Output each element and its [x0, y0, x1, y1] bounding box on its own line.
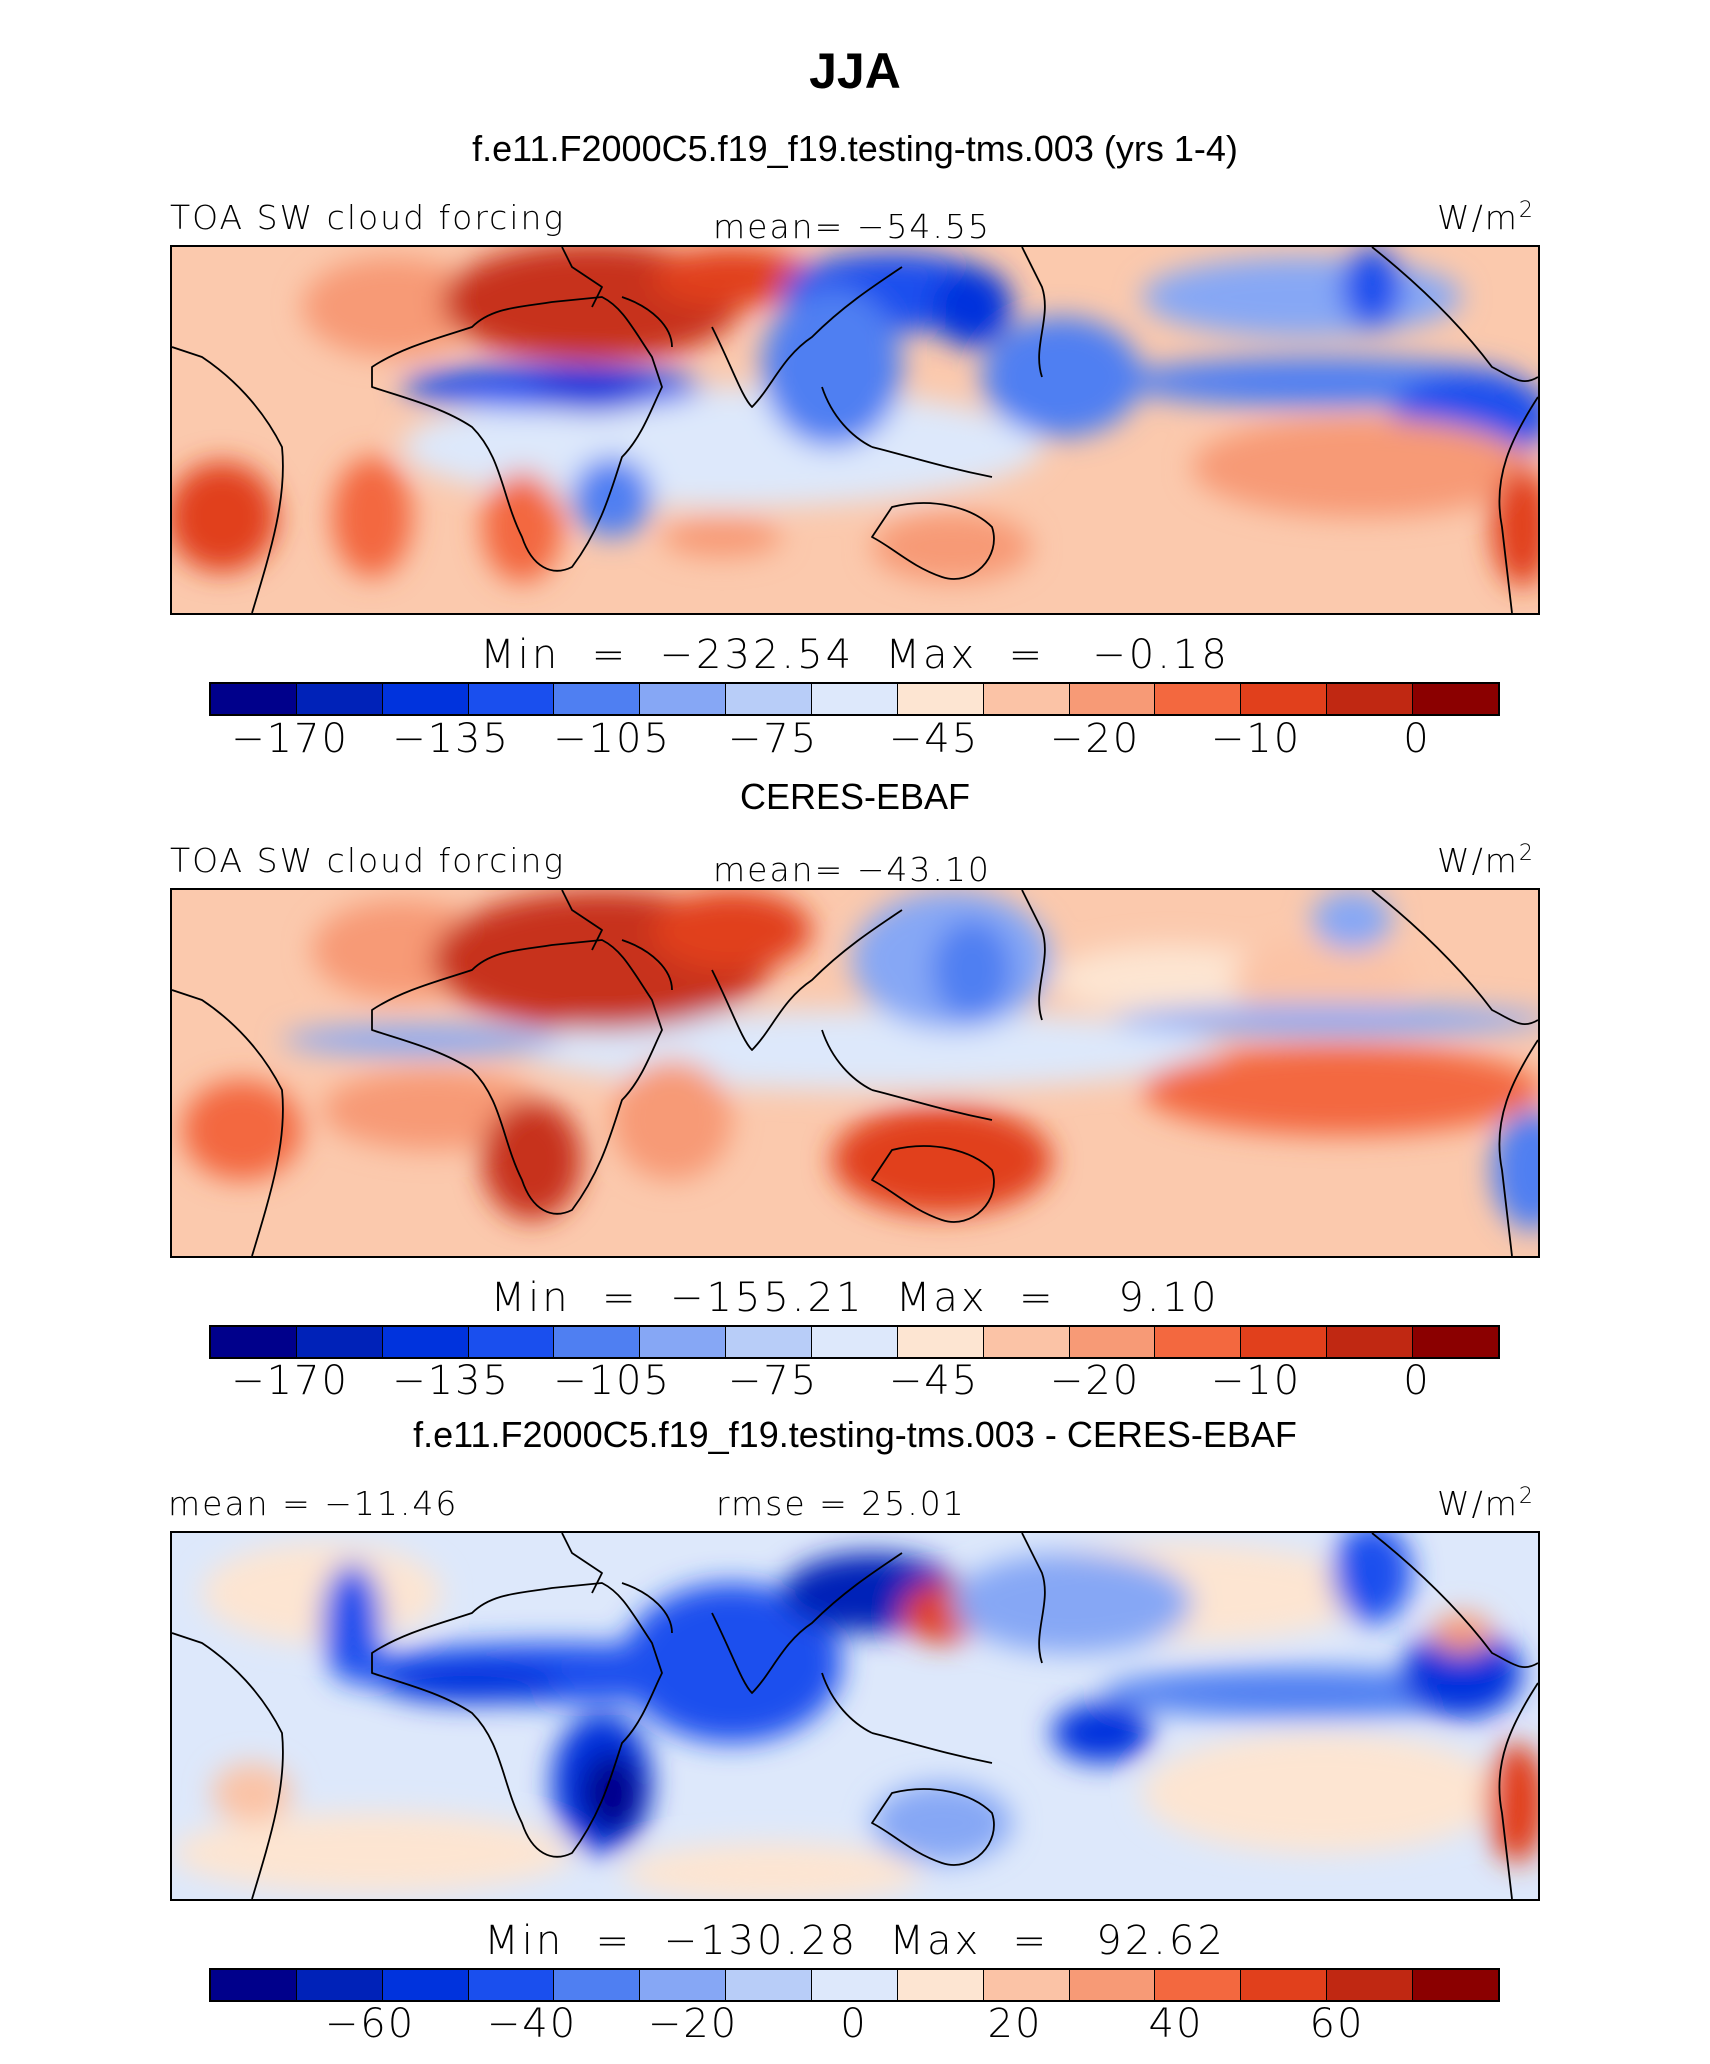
colorbar-segment — [1155, 1970, 1242, 2000]
panel-3-tick: 20 — [987, 2001, 1043, 2047]
colorbar-segment — [382, 684, 469, 714]
panel-1-title: f.e11.F2000C5.f19_f19.testing-tms.003 (y… — [472, 128, 1238, 169]
colorbar-segment — [726, 1970, 813, 2000]
panel-3-tick: 0 — [840, 2001, 868, 2047]
panel-2-tick: −105 — [553, 1358, 671, 1404]
panel-3-tick: 40 — [1148, 2001, 1204, 2047]
panel-2-tick: −10 — [1210, 1358, 1302, 1404]
panel-1-variable-label: TOA SW cloud forcing — [170, 198, 566, 237]
colorbar-segment — [296, 1970, 383, 2000]
panel-2-units: W/m2 — [1437, 841, 1535, 880]
colorbar-segment — [1155, 684, 1242, 714]
panel-3-title: f.e11.F2000C5.f19_f19.testing-tms.003 - … — [413, 1414, 1297, 1455]
colorbar-segment — [554, 684, 641, 714]
panel-2-mean-label: mean= −43.10 — [713, 850, 991, 889]
colorbar-segment — [1327, 1327, 1414, 1357]
panel-1-tick: −10 — [1210, 716, 1302, 762]
colorbar-segment — [554, 1970, 641, 2000]
panel-1-tick: −45 — [888, 716, 980, 762]
panel-3-tick: −20 — [647, 2001, 739, 2047]
panel-1-tick: −105 — [553, 716, 671, 762]
colorbar-segment — [1413, 684, 1498, 714]
panel-3-rmse-label: rmse = 25.01 — [716, 1484, 966, 1523]
colorbar-segment — [211, 1327, 297, 1357]
panel-2-tick: 0 — [1403, 1358, 1431, 1404]
colorbar-segment — [1069, 1970, 1156, 2000]
panel-1-minmax: Min = −232.54 Max = −0.18 — [480, 632, 1230, 678]
figure-title: JJA — [809, 43, 901, 99]
colorbar-segment — [1241, 1327, 1328, 1357]
colorbar-segment — [1069, 684, 1156, 714]
colorbar-segment — [897, 684, 984, 714]
colorbar-segment — [1413, 1327, 1498, 1357]
colorbar-segment — [897, 1970, 984, 2000]
colorbar-segment — [812, 1970, 898, 2000]
colorbar-segment — [640, 1327, 727, 1357]
colorbar-segment — [468, 684, 555, 714]
colorbar-segment — [1069, 1327, 1156, 1357]
colorbar-segment — [726, 1327, 813, 1357]
panel-2-colorbar — [209, 1325, 1500, 1359]
colorbar-segment — [468, 1970, 555, 2000]
colorbar-segment — [897, 1327, 984, 1357]
panel-3-units: W/m2 — [1437, 1484, 1535, 1523]
colorbar-segment — [983, 1970, 1070, 2000]
colorbar-segment — [1327, 1970, 1414, 2000]
panel-2-minmax: Min = −155.21 Max = 9.10 — [490, 1275, 1220, 1321]
panel-1-tick: 0 — [1403, 716, 1431, 762]
panel-1-mean-label: mean= −54.55 — [713, 207, 991, 246]
colorbar-segment — [468, 1327, 555, 1357]
panel-2-variable-label: TOA SW cloud forcing — [170, 841, 566, 880]
colorbar-segment — [1413, 1970, 1498, 2000]
panel-3-minmax: Min = −130.28 Max = 92.62 — [484, 1918, 1226, 1964]
panel-2-tick: −135 — [392, 1358, 510, 1404]
panel-2-tick: −75 — [727, 1358, 819, 1404]
panel-1-tick: −75 — [727, 716, 819, 762]
colorbar-segment — [640, 1970, 727, 2000]
panel-1-tick: −170 — [231, 716, 349, 762]
panel-3-colorbar — [209, 1968, 1500, 2002]
panel-3-tick: −40 — [486, 2001, 578, 2047]
colorbar-segment — [983, 1327, 1070, 1357]
colorbar-segment — [554, 1327, 641, 1357]
colorbar-segment — [812, 1327, 898, 1357]
panel-2-tick: −45 — [888, 1358, 980, 1404]
colorbar-segment — [983, 684, 1070, 714]
colorbar-segment — [1327, 684, 1414, 714]
colorbar-segment — [211, 684, 297, 714]
colorbar-segment — [211, 1970, 297, 2000]
panel-2-title: CERES-EBAF — [739, 776, 971, 817]
panel-2-tick: −20 — [1049, 1358, 1141, 1404]
panel-3-map — [170, 1531, 1540, 1901]
colorbar-segment — [296, 1327, 383, 1357]
panel-3-mean-label: mean = −11.46 — [168, 1484, 459, 1523]
panel-1-tick: −135 — [392, 716, 510, 762]
panel-1-colorbar — [209, 682, 1500, 716]
panel-1-tick: −20 — [1049, 716, 1141, 762]
panel-2-tick: −170 — [231, 1358, 349, 1404]
colorbar-segment — [296, 684, 383, 714]
colorbar-segment — [1155, 1327, 1242, 1357]
colorbar-segment — [812, 684, 898, 714]
panel-2-map — [170, 888, 1540, 1258]
colorbar-segment — [640, 684, 727, 714]
panel-3-tick: 60 — [1309, 2001, 1365, 2047]
panel-1-map — [170, 245, 1540, 615]
colorbar-segment — [726, 684, 813, 714]
colorbar-segment — [1241, 1970, 1328, 2000]
panel-1-units: W/m2 — [1437, 198, 1535, 237]
colorbar-segment — [382, 1970, 469, 2000]
panel-3-tick: −60 — [324, 2001, 416, 2047]
colorbar-segment — [382, 1327, 469, 1357]
colorbar-segment — [1241, 684, 1328, 714]
